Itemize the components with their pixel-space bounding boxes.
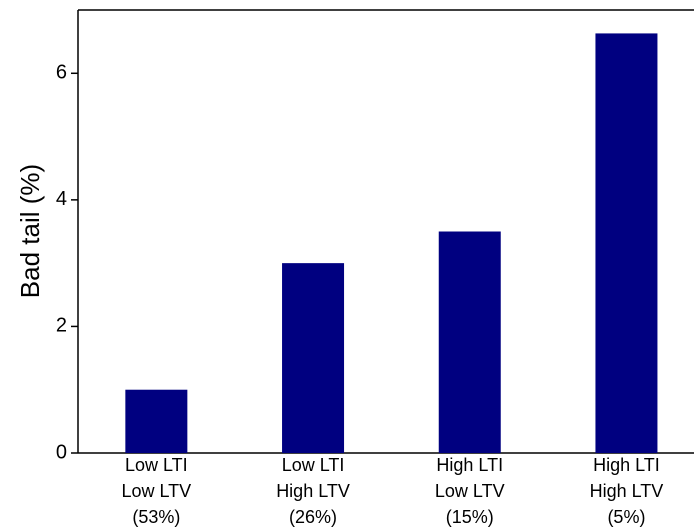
x-tick-label: High LTI bbox=[436, 455, 503, 475]
y-tick-label: 2 bbox=[56, 315, 67, 337]
x-tick-label: High LTV bbox=[590, 481, 664, 501]
y-axis-label: Bad tail (%) bbox=[15, 164, 45, 298]
x-tick-label: High LTV bbox=[276, 481, 350, 501]
y-tick-label: 4 bbox=[56, 188, 67, 210]
bar bbox=[282, 263, 345, 453]
bar bbox=[125, 389, 188, 453]
x-tick-label: Low LTV bbox=[121, 481, 191, 501]
x-tick-label: (5%) bbox=[607, 507, 645, 527]
x-tick-label: High LTI bbox=[593, 455, 660, 475]
bar bbox=[595, 33, 658, 454]
x-tick-label: (15%) bbox=[446, 507, 494, 527]
bar bbox=[438, 231, 501, 453]
y-tick-label: 6 bbox=[56, 62, 67, 84]
y-tick-label: 0 bbox=[56, 441, 67, 463]
x-tick-label: (26%) bbox=[289, 507, 337, 527]
x-tick-label: (53%) bbox=[132, 507, 180, 527]
x-tick-label: Low LTI bbox=[282, 455, 345, 475]
x-tick-label: Low LTV bbox=[435, 481, 505, 501]
x-tick-label: Low LTI bbox=[125, 455, 188, 475]
